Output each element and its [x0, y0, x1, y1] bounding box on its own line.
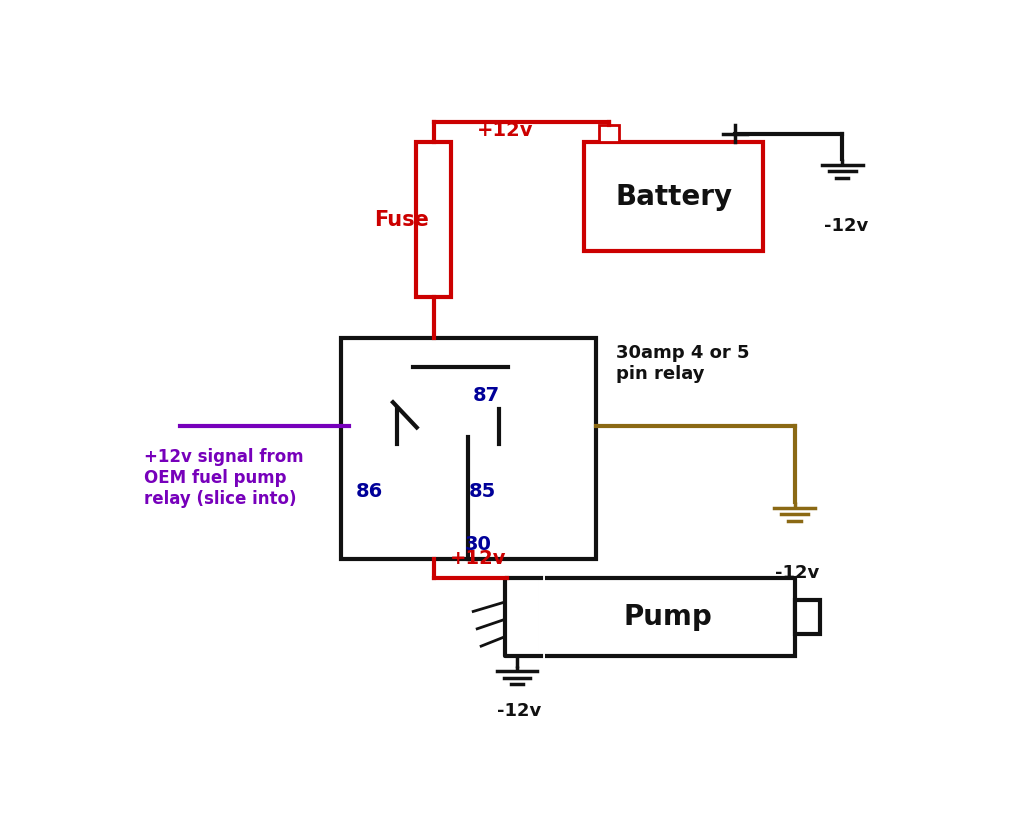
- Text: +12v: +12v: [450, 549, 506, 568]
- Text: Battery: Battery: [615, 183, 732, 210]
- Text: -12v: -12v: [824, 217, 868, 235]
- Text: +12v signal from
OEM fuel pump
relay (slice into): +12v signal from OEM fuel pump relay (sl…: [143, 448, 303, 508]
- Bar: [416, 143, 451, 297]
- Text: 30: 30: [465, 536, 492, 554]
- Bar: [341, 338, 596, 559]
- Text: 85: 85: [468, 482, 496, 501]
- Bar: [585, 143, 763, 251]
- Text: 86: 86: [356, 482, 383, 501]
- Bar: [795, 600, 820, 634]
- Text: 30amp 4 or 5
pin relay: 30amp 4 or 5 pin relay: [616, 344, 750, 383]
- Bar: [541, 577, 795, 656]
- Text: -12v: -12v: [775, 563, 819, 581]
- Bar: [599, 124, 620, 143]
- Text: -12v: -12v: [497, 703, 542, 720]
- Text: +12v: +12v: [477, 121, 534, 140]
- Text: 87: 87: [472, 387, 500, 405]
- Text: Pump: Pump: [624, 603, 712, 631]
- Text: Fuse: Fuse: [374, 210, 429, 229]
